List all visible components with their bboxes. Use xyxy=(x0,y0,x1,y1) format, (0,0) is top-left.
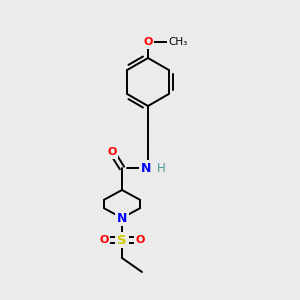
Text: O: O xyxy=(143,37,153,47)
Text: O: O xyxy=(107,147,117,157)
Text: N: N xyxy=(117,212,127,224)
Text: CH₃: CH₃ xyxy=(168,37,187,47)
Text: H: H xyxy=(157,163,166,176)
Text: N: N xyxy=(141,161,151,175)
Text: O: O xyxy=(135,235,145,245)
Text: O: O xyxy=(99,235,109,245)
Text: S: S xyxy=(117,233,127,247)
